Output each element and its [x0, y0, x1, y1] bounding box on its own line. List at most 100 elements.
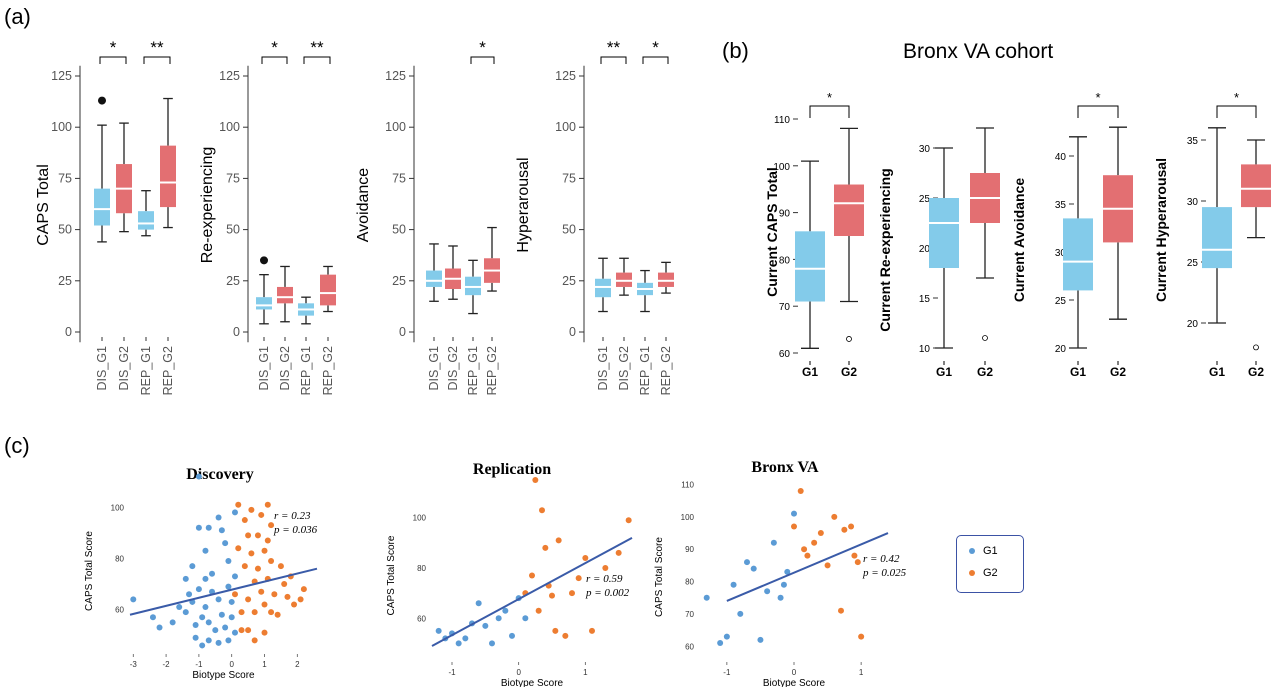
scatter-panel-2-point-g1: [462, 635, 469, 642]
scatter-panel-1-point-g2: [235, 501, 242, 508]
box-panel-4-ytick-label: 0: [569, 325, 576, 339]
box-panel-7-box: [1063, 218, 1093, 291]
scatter-panel-3-ytick-label: 80: [685, 578, 694, 587]
box-panel-7-xtick-label: G2: [1110, 365, 1126, 379]
scatter-panel-1-point-g2: [274, 611, 281, 618]
scatter-panel-1-point-g1: [209, 570, 216, 577]
box-panel-5-y-title: Current CAPS Total: [764, 167, 780, 297]
box-panel-4-ytick-label: 100: [555, 120, 576, 134]
box-panel-4-y-title: Hyperarousal: [515, 157, 532, 252]
scatter-panel-2-point-g1: [509, 632, 515, 639]
scatter-panel-2-y-title: CAPS Total Score: [386, 535, 397, 615]
scatter-panel-1-point-g1: [182, 575, 189, 582]
box-panel-8-ytick-label: 25: [1187, 258, 1199, 269]
scatter-panel-1-regression-line: [129, 567, 318, 616]
box-panel-7-xtick-label: G1: [1070, 365, 1086, 379]
scatter-panel-1-point-g1: [202, 604, 209, 611]
scatter-panel-1-point-g1: [202, 547, 209, 554]
scatter-panel-3-ytick-label: 60: [685, 642, 694, 651]
scatter-panel-2-point-g1: [495, 615, 502, 622]
scatter-panel-1-point-g2: [248, 550, 255, 557]
scatter-panel-1-xtick-label: -3: [130, 660, 138, 669]
scatter-panel-3-title: Bronx VA: [751, 459, 819, 476]
scatter-panel-1-point-g2: [251, 637, 258, 644]
box-panel-6-outlier: [982, 335, 988, 341]
scatter-panel-2-point-g2: [562, 632, 569, 639]
scatter-panel-3-x-title: Biotype Score: [763, 678, 826, 687]
scatter-panel-1-point-g2: [248, 506, 255, 513]
scatter-panel-1-point-g2: [241, 517, 248, 524]
scatter-panel-1-point-g1: [231, 509, 238, 516]
legend-label-g1: G1: [983, 545, 998, 557]
box-panel-6-y-title: Current Re-experiencing: [877, 168, 893, 331]
box-panel-2-significance-label: **: [310, 38, 324, 57]
box-panel-1-xtick-label: REP_G1: [139, 346, 153, 395]
scatter-panel-1-point-g2: [245, 596, 252, 603]
scatter-panel-1-point-g2: [281, 581, 288, 588]
scatter-panel-1-point-g1: [205, 637, 212, 644]
scatter-panel-2-x-title: Biotype Score: [501, 678, 564, 687]
box-panel-7-significance-bracket: [1077, 105, 1119, 118]
box-panel-6-ytick-label: 20: [919, 244, 931, 255]
panel-label-b: (b): [722, 38, 749, 63]
scatter-panel-2-point-g1: [482, 622, 489, 629]
scatter-panel-1-point-g1: [215, 596, 222, 603]
scatter-panel-2-point-g2: [535, 607, 542, 614]
scatter-panel-1-point-g2: [238, 609, 245, 616]
scatter-panel-1-point-g1: [215, 639, 222, 646]
scatter-panel-1-point-g1: [192, 634, 199, 641]
scatter-panel-1-point-g2: [254, 565, 261, 572]
box-panel-5-ytick-label: 90: [779, 209, 791, 220]
scatter-panel-3-stat-p: p = 0.025: [862, 567, 907, 579]
scatter-panel-3-point-g2: [848, 523, 855, 530]
box-panel-5-outlier: [846, 336, 852, 342]
scatter-panel-1-point-g1: [149, 614, 156, 621]
scatter-panel-2-point-g2: [532, 477, 539, 484]
scatter-panel-2-point-g1: [475, 600, 482, 607]
scatter-panel-2-regression-line: [431, 536, 633, 647]
scatter-panel-3-point-g2: [858, 633, 865, 640]
scatter-panel-3-point-g1: [730, 581, 737, 588]
scatter-panel-3-point-g1: [717, 640, 724, 647]
box-panel-3-xtick-label: DIS_G1: [427, 346, 441, 391]
scatter-panel-3-point-g2: [831, 513, 838, 520]
scatter-panel-1-ytick-label: 60: [115, 606, 124, 615]
scatter-panel-3-point-g1: [703, 594, 710, 601]
box-panel-2-significance-bracket: [303, 56, 331, 64]
scatter-panel-1-point-g2: [268, 522, 275, 529]
scatter-panel-1-point-g1: [212, 627, 219, 634]
box-panel-7-significance-label: *: [1095, 90, 1100, 105]
scatter-panel-2-point-g2: [539, 507, 545, 514]
box-panel-2-y-title: Re-experiencing: [199, 147, 216, 264]
scatter-panel-1-point-g1: [225, 583, 232, 590]
box-panel-5-significance-bracket: [809, 105, 850, 118]
scatter-panel-2-point-g1: [502, 607, 509, 614]
scatter-panel-2-point-g2: [552, 627, 559, 634]
scatter-panel-3-ytick-label: 110: [681, 480, 694, 489]
scatter-panel-1-point-g1: [202, 575, 209, 582]
box-panel-1-outlier: [98, 96, 106, 105]
scatter-panel-3-point-g2: [791, 523, 797, 530]
box-panel-7-ytick-label: 25: [1055, 296, 1067, 307]
scatter-panel-2-xtick-label: 0: [516, 668, 521, 677]
scatter-panel-2-ytick-label: 80: [417, 564, 426, 573]
scatter-panel-1-title: Discovery: [186, 466, 254, 483]
box-panel-5-ytick-label: 80: [779, 255, 791, 266]
scatter-panel-3-point-g2: [824, 562, 831, 569]
box-panel-2-ytick-label: 25: [226, 274, 240, 288]
scatter-panel-1-stat-r: r = 0.23: [274, 510, 311, 522]
scatter-panel-1-ytick-label: 80: [115, 554, 124, 563]
scatter-panel-1-xtick-label: 0: [229, 660, 234, 669]
box-panel-3-y-title: Avoidance: [355, 168, 372, 243]
box-panel-3-xtick-label: DIS_G2: [446, 346, 460, 391]
scatter-panel-1-point-g1: [199, 642, 206, 649]
scatter-panel-2-xtick-label: -1: [448, 668, 456, 677]
scatter-panel-1-point-g1: [222, 540, 229, 547]
box-panel-2-ytick-label: 125: [219, 69, 240, 83]
scatter-panel-1-point-g1: [195, 586, 202, 593]
box-panel-4-significance-bracket: [600, 56, 627, 64]
scatter-panel-1-point-g2: [300, 586, 307, 593]
box-panel-1-ytick-label: 25: [58, 274, 72, 288]
panel-b-title: Bronx VA cohort: [903, 40, 1054, 63]
scatter-panel-1-point-g2: [254, 532, 261, 539]
